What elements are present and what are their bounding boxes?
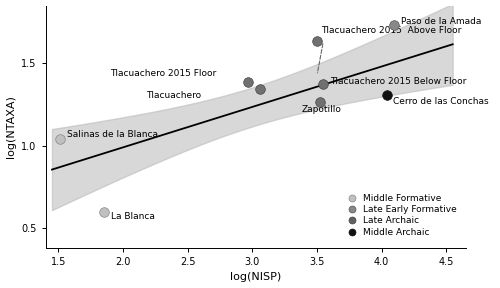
Text: Tlacuachero 2015  Above Floor: Tlacuachero 2015 Above Floor: [321, 26, 461, 35]
Legend: Middle Formative, Late Early Formative, Late Archaic, Middle Archaic: Middle Formative, Late Early Formative, …: [341, 192, 459, 238]
Text: Salinas de la Blanca: Salinas de la Blanca: [68, 130, 158, 139]
Point: [100, 209, 108, 214]
Point: [313, 39, 321, 43]
Y-axis label: log(NTAXA): log(NTAXA): [6, 95, 16, 158]
Text: Tlacuachero 2015 Floor: Tlacuachero 2015 Floor: [110, 69, 216, 78]
Point: [316, 100, 324, 104]
Text: Paso de la Amada: Paso de la Amada: [401, 17, 481, 26]
Point: [382, 93, 390, 98]
X-axis label: log(NISP): log(NISP): [230, 272, 281, 283]
Point: [244, 80, 252, 84]
Point: [256, 86, 264, 91]
Point: [320, 82, 328, 86]
Text: Cerro de las Conchas: Cerro de las Conchas: [393, 97, 489, 106]
Text: Tlacuachero 2015 Below Floor: Tlacuachero 2015 Below Floor: [330, 77, 466, 86]
Text: Zapotillo: Zapotillo: [302, 105, 342, 114]
Point: [56, 137, 64, 141]
Text: Tlacuachero: Tlacuachero: [146, 91, 202, 100]
Point: [390, 23, 398, 28]
Text: La Blanca: La Blanca: [112, 212, 156, 221]
